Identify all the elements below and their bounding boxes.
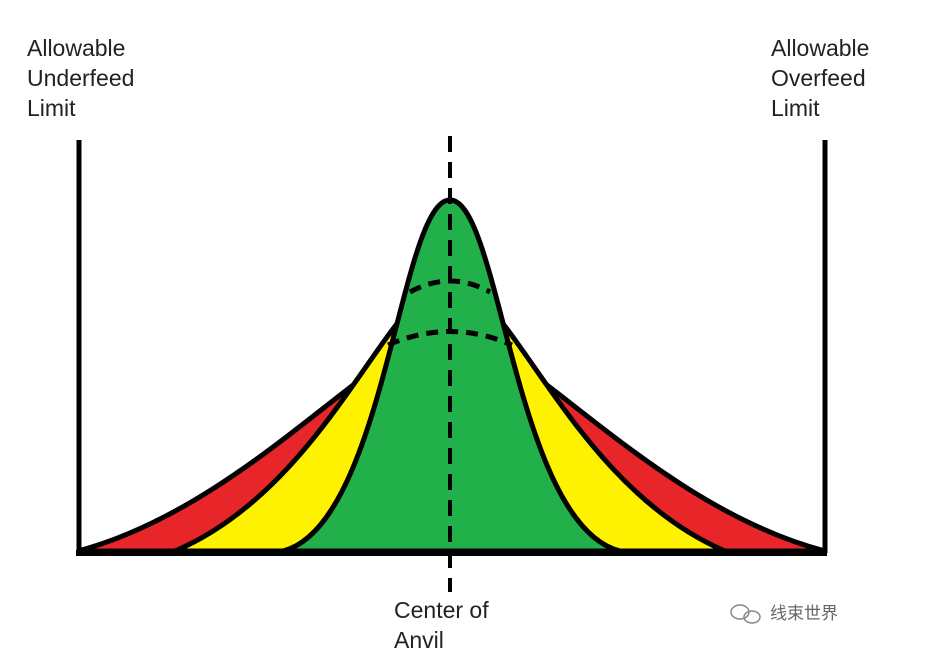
left-label: Limit — [27, 95, 76, 121]
left-label: Allowable — [27, 35, 125, 61]
center-label: Anvil — [394, 627, 444, 653]
right-label: Limit — [771, 95, 820, 121]
watermark-icon — [730, 604, 761, 624]
watermark: 线束世界 — [770, 604, 838, 624]
center-label: Center of — [394, 597, 489, 623]
right-label: Overfeed — [771, 65, 866, 91]
right-label: Allowable — [771, 35, 869, 61]
left-label: Underfeed — [27, 65, 134, 91]
